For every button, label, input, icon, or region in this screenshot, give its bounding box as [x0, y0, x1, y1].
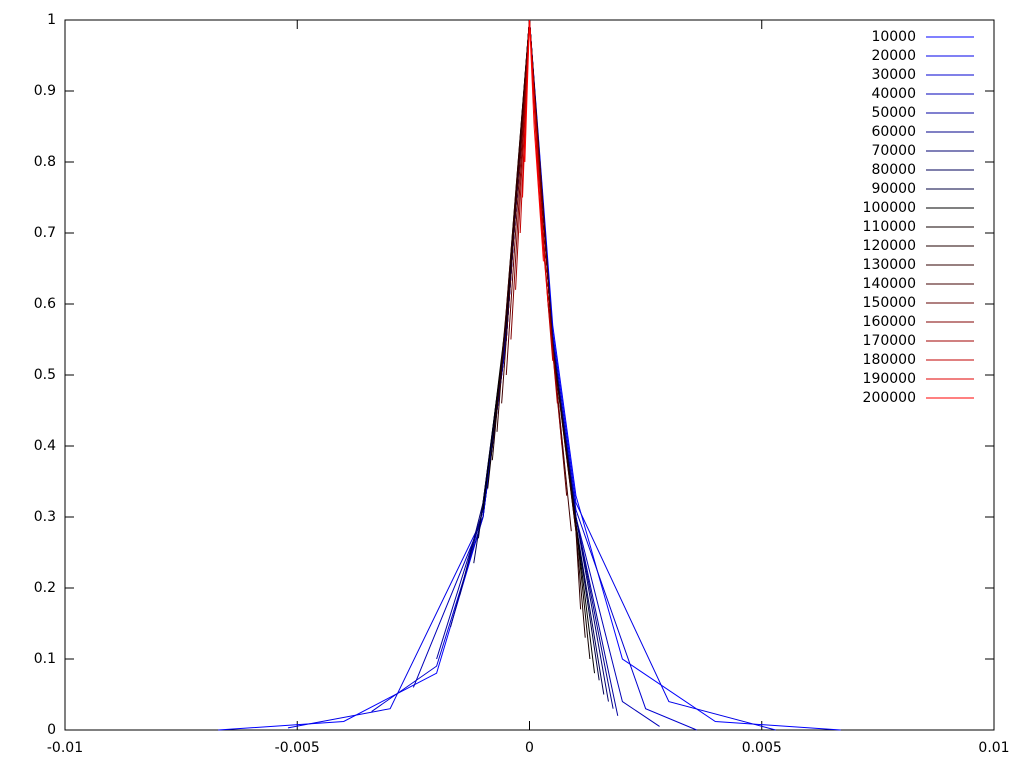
legend-label: 60000	[871, 124, 916, 140]
y-tick-label: 0.8	[34, 154, 56, 170]
series-line	[450, 19, 614, 709]
x-tick-label: 0.01	[978, 740, 1009, 756]
series-line	[477, 19, 600, 681]
series-line	[524, 19, 544, 262]
y-tick-label: 0.1	[34, 651, 56, 667]
x-tick-label: 0.005	[742, 740, 782, 756]
x-tick-label: 0	[525, 740, 534, 756]
y-tick-label: 0.3	[34, 509, 56, 525]
legend-label: 190000	[863, 371, 916, 387]
legend-label: 100000	[863, 200, 916, 216]
legend-label: 50000	[871, 105, 916, 121]
legend-label: 80000	[871, 162, 916, 178]
y-tick-label: 0.5	[34, 367, 56, 383]
series-line	[496, 19, 582, 610]
series-line	[287, 19, 776, 731]
legend-label: 200000	[863, 390, 916, 406]
legend-label: 150000	[863, 295, 916, 311]
legend-label: 140000	[863, 276, 916, 292]
y-tick-label: 0.9	[34, 83, 56, 99]
y-tick-label: 0.7	[34, 225, 56, 241]
series-line	[501, 19, 572, 532]
y-tick-label: 0.4	[34, 438, 56, 454]
series-line	[218, 19, 841, 731]
series-line	[487, 19, 591, 660]
y-tick-label: 0	[47, 722, 56, 738]
y-tick-label: 0.2	[34, 580, 56, 596]
legend-label: 110000	[863, 219, 916, 235]
legend-label: 180000	[863, 352, 916, 368]
legend-label: 120000	[863, 238, 916, 254]
x-tick-label: -0.01	[47, 740, 83, 756]
legend-label: 90000	[871, 181, 916, 197]
y-tick-label: 1	[47, 12, 56, 28]
legend-label: 130000	[863, 257, 916, 273]
series-line	[482, 19, 596, 674]
legend-label: 160000	[863, 314, 916, 330]
legend-label: 170000	[863, 333, 916, 349]
legend-label: 20000	[871, 48, 916, 64]
x-tick-label: -0.005	[275, 740, 320, 756]
legend-label: 70000	[871, 143, 916, 159]
legend-label: 30000	[871, 67, 916, 83]
plot-frame	[64, 19, 995, 731]
legend-label: 40000	[871, 86, 916, 102]
legend-label: 10000	[871, 29, 916, 45]
series-line	[522, 19, 549, 305]
y-tick-label: 0.6	[34, 296, 56, 312]
